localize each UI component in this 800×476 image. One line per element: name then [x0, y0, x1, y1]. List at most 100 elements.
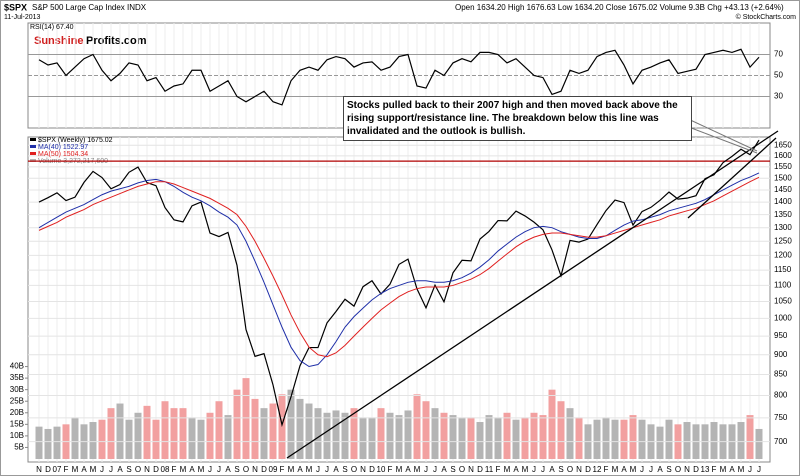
quote: Open 1634.20 High 1676.63 Low 1634.20 Cl… — [455, 3, 784, 12]
x-tick-label: 07 — [53, 465, 62, 474]
x-tick-label: D — [477, 465, 483, 474]
note-arrow — [685, 125, 758, 154]
volume-bar — [557, 401, 565, 459]
y-tick-label: 1000 — [774, 313, 792, 322]
x-tick-label: J — [649, 465, 653, 474]
x-tick-label: S — [126, 465, 131, 474]
x-tick-label: A — [549, 465, 555, 474]
volume-bar — [125, 419, 133, 459]
volume-bar — [296, 398, 304, 459]
volume-bar — [332, 410, 340, 459]
x-tick-label: M — [612, 465, 619, 474]
x-tick-label: S — [234, 465, 239, 474]
legend-entry: $SPX (Weekly) 1675.02 — [38, 137, 113, 144]
volume-bar — [530, 412, 538, 459]
x-tick-label: J — [100, 465, 104, 474]
volume-bar — [665, 419, 673, 459]
x-tick-label: M — [630, 465, 637, 474]
x-tick-label: M — [198, 465, 205, 474]
y-tick-label: 1400 — [774, 197, 792, 206]
x-tick-label: A — [81, 465, 87, 474]
x-tick-label: J — [433, 465, 437, 474]
volume-bar — [737, 422, 745, 459]
legend-swatch — [30, 138, 36, 141]
y-tick-label: 25B — [10, 396, 24, 405]
volume-bar — [602, 417, 610, 459]
x-tick-label: F — [712, 465, 717, 474]
y-tick-label: 750 — [774, 413, 788, 422]
volume-bar — [539, 415, 547, 459]
volume-bar — [359, 417, 367, 459]
series-line — [38, 176, 760, 358]
y-tick-label: 40B — [10, 362, 24, 371]
volume-bar — [503, 412, 511, 459]
x-tick-label: M — [504, 465, 511, 474]
annotation: Stocks pulled back to their 2007 high an… — [343, 96, 692, 141]
x-tick-label: A — [405, 465, 411, 474]
x-tick-label: N — [468, 465, 474, 474]
y-tick-label: 70 — [774, 50, 783, 59]
y-tick-label: 1650 — [774, 140, 792, 149]
x-tick-label: J — [424, 465, 428, 474]
x-tick-label: A — [117, 465, 123, 474]
x-tick-label: D — [369, 465, 375, 474]
volume-bar — [458, 417, 466, 459]
volume-bar — [53, 426, 61, 459]
x-tick-label: M — [90, 465, 97, 474]
volume-bar — [593, 419, 601, 459]
x-tick-label: J — [757, 465, 761, 474]
x-tick-label: J — [640, 465, 644, 474]
volume-bar — [404, 410, 412, 459]
volume-bar — [116, 403, 124, 459]
x-tick-label: O — [243, 465, 249, 474]
x-tick-label: A — [657, 465, 663, 474]
x-tick-label: M — [396, 465, 403, 474]
x-tick-label: 13 — [701, 465, 710, 474]
volume-bar — [260, 408, 268, 459]
x-tick-label: N — [576, 465, 582, 474]
volume-bar — [71, 417, 79, 459]
series-line — [38, 139, 760, 428]
volume-bar — [638, 419, 646, 459]
volume-bar — [287, 389, 295, 459]
series-line — [38, 48, 760, 106]
volume-bar — [305, 403, 313, 459]
y-tick-label: 950 — [774, 331, 788, 340]
y-tick-label: 1050 — [774, 297, 792, 306]
x-tick-label: A — [621, 465, 627, 474]
y-tick-label: 850 — [774, 370, 788, 379]
volume-bar — [161, 401, 169, 459]
y-tick-label: 1450 — [774, 185, 792, 194]
series-line — [38, 172, 760, 368]
x-tick-label: A — [729, 465, 735, 474]
x-tick-label: O — [351, 465, 357, 474]
volume-bar — [710, 422, 718, 459]
x-tick-label: M — [288, 465, 295, 474]
volume-bar — [440, 412, 448, 459]
note-arrow — [685, 117, 758, 152]
legend-swatch — [30, 145, 36, 148]
index-name: S&P 500 Large Cap Index INDX — [32, 3, 147, 12]
volume-bar — [350, 408, 358, 459]
y-tick-label: 20B — [10, 408, 24, 417]
date: 11-Jul-2013 — [4, 14, 41, 21]
y-tick-label: 1100 — [774, 281, 792, 290]
x-tick-label: S — [666, 465, 671, 474]
y-tick-label: 50 — [774, 71, 783, 80]
volume-bar — [467, 417, 475, 459]
y-tick-label: 1600 — [774, 151, 792, 160]
x-tick-label: A — [225, 465, 231, 474]
volume-bar — [476, 422, 484, 459]
volume-bar — [134, 412, 142, 459]
x-tick-label: N — [144, 465, 150, 474]
x-tick-label: 12 — [593, 465, 602, 474]
volume-bar — [197, 419, 205, 459]
volume-bar — [314, 408, 322, 459]
volume-bar — [512, 419, 520, 459]
x-tick-label: F — [280, 465, 285, 474]
x-tick-label: S — [450, 465, 455, 474]
volume-bar — [215, 401, 223, 459]
x-tick-label: D — [585, 465, 591, 474]
x-tick-label: O — [567, 465, 573, 474]
